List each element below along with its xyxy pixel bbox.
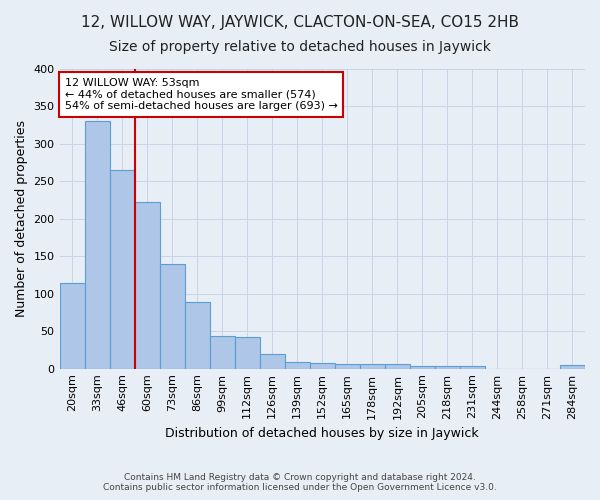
Bar bbox=[59, 282, 85, 368]
Text: 12, WILLOW WAY, JAYWICK, CLACTON-ON-SEA, CO15 2HB: 12, WILLOW WAY, JAYWICK, CLACTON-ON-SEA,… bbox=[81, 15, 519, 30]
Bar bbox=[385, 364, 410, 368]
Text: Contains HM Land Registry data © Crown copyright and database right 2024.
Contai: Contains HM Land Registry data © Crown c… bbox=[103, 473, 497, 492]
Bar bbox=[134, 202, 160, 368]
Bar bbox=[235, 337, 260, 368]
Bar bbox=[410, 366, 435, 368]
Bar bbox=[435, 366, 460, 368]
Bar bbox=[285, 362, 310, 368]
Bar bbox=[335, 364, 360, 368]
Bar bbox=[185, 302, 209, 368]
Bar bbox=[110, 170, 134, 368]
Bar bbox=[260, 354, 285, 368]
Text: Size of property relative to detached houses in Jaywick: Size of property relative to detached ho… bbox=[109, 40, 491, 54]
Text: 12 WILLOW WAY: 53sqm
← 44% of detached houses are smaller (574)
54% of semi-deta: 12 WILLOW WAY: 53sqm ← 44% of detached h… bbox=[65, 78, 338, 111]
X-axis label: Distribution of detached houses by size in Jaywick: Distribution of detached houses by size … bbox=[166, 427, 479, 440]
Bar bbox=[209, 336, 235, 368]
Y-axis label: Number of detached properties: Number of detached properties bbox=[15, 120, 28, 318]
Bar bbox=[160, 264, 185, 368]
Bar bbox=[310, 364, 335, 368]
Bar bbox=[560, 365, 585, 368]
Bar bbox=[360, 364, 385, 368]
Bar bbox=[460, 366, 485, 368]
Bar bbox=[85, 122, 110, 368]
